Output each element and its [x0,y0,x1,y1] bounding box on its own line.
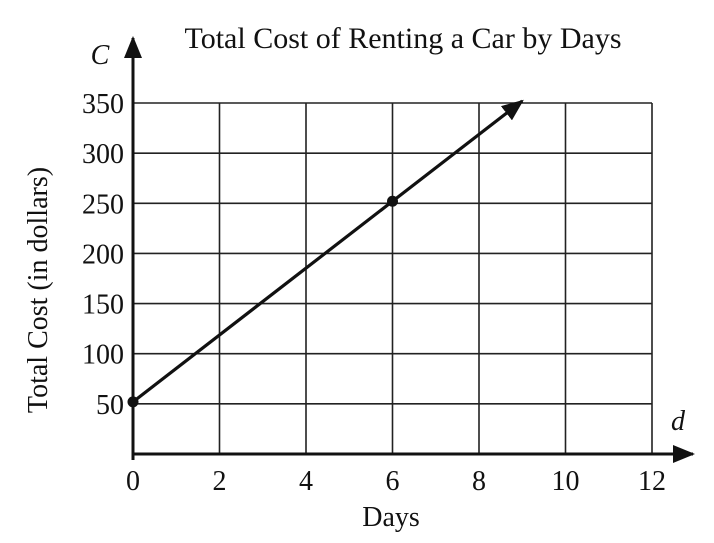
data-point [387,195,398,207]
y-tick-label: 100 [82,340,124,371]
x-tick-label: 0 [126,466,140,497]
y-axis-variable: C [91,40,110,71]
x-axis-variable: d [671,406,686,437]
y-tick-label: 200 [82,239,124,270]
grid [133,102,653,454]
x-tick-label: 10 [552,466,580,497]
x-tick-label: 4 [299,466,313,497]
y-tick-label: 50 [96,390,124,421]
y-tick-label: 300 [82,139,124,170]
y-tick-label: 150 [82,290,124,321]
y-tick-label: 350 [82,89,124,120]
tick-labels: 0 2 4 6 8 10 12 50 100 150 200 250 300 350 [82,89,666,497]
x-tick-label: 12 [638,466,666,497]
data-point [127,396,139,408]
chart-title: Total Cost of Renting a Car by Days [184,22,621,55]
x-tick-label: 2 [213,466,227,497]
x-tick-label: 6 [386,466,400,497]
axes [124,36,695,463]
x-tick-label: 8 [472,466,486,497]
series-line [132,99,524,404]
y-tick-label: 250 [82,189,124,220]
series [127,99,524,408]
x-axis-label: Days [362,502,420,533]
y-axis-label: Total Cost (in dollars) [23,167,54,413]
